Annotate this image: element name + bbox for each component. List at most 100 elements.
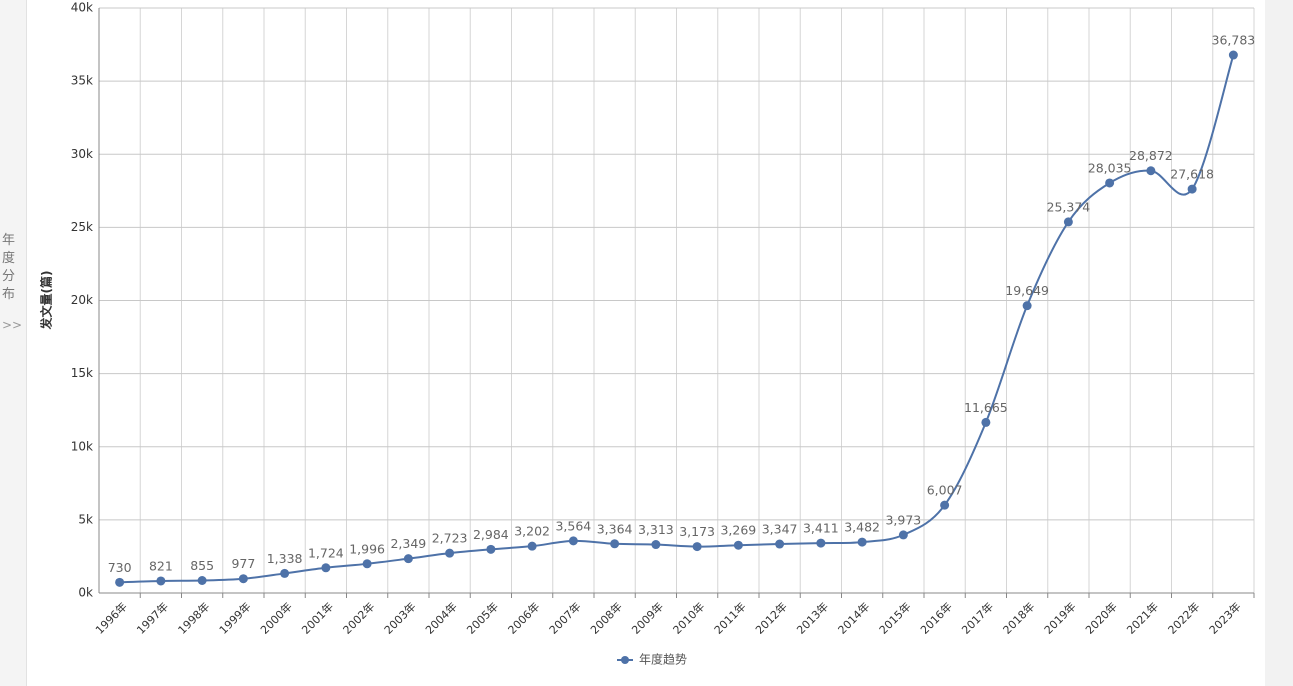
point: [115, 577, 125, 587]
point: [362, 559, 372, 569]
point: [156, 576, 166, 586]
x-tick-label: 2011年: [711, 599, 748, 636]
point: [651, 540, 661, 550]
value-label: 1,338: [267, 551, 303, 566]
x-tick-label: 2022年: [1165, 599, 1202, 636]
x-tick-label: 1996年: [92, 599, 129, 636]
point: [857, 537, 867, 547]
x-tick-label: 2001年: [299, 599, 336, 636]
x-tick-label: 2015年: [876, 599, 913, 636]
x-tick-label: 2016年: [917, 599, 954, 636]
x-tick-label: 2018年: [1000, 599, 1037, 636]
point: [321, 563, 331, 573]
point: [816, 538, 826, 548]
x-tick-label: 1999年: [216, 599, 253, 636]
x-tick-label: 2014年: [835, 599, 872, 636]
x-tick-label: 2020年: [1082, 599, 1119, 636]
x-tick-label: 2007年: [546, 599, 583, 636]
point: [197, 575, 207, 585]
value-label: 2,723: [432, 531, 468, 546]
value-label: 19,649: [1005, 283, 1049, 298]
x-tick-label: 2017年: [959, 599, 996, 636]
point: [733, 540, 743, 550]
point: [280, 568, 290, 578]
y-tick-label: 40k: [71, 1, 93, 15]
value-label: 1,996: [349, 541, 385, 556]
y-tick-label: 25k: [71, 220, 93, 234]
x-tick-label: 2008年: [587, 599, 624, 636]
point: [775, 539, 785, 549]
value-label: 3,313: [638, 522, 674, 537]
x-tick-label: 2009年: [629, 599, 666, 636]
y-tick-label: 15k: [71, 366, 93, 380]
x-tick-label: 1998年: [175, 599, 212, 636]
value-label: 3,564: [555, 518, 591, 533]
point: [527, 541, 537, 551]
value-label: 6,007: [927, 483, 963, 498]
point: [403, 554, 413, 564]
point: [1146, 166, 1156, 176]
value-label: 3,202: [514, 524, 550, 539]
value-label: 3,173: [679, 524, 715, 539]
x-tick-label: 1997年: [134, 599, 171, 636]
point: [981, 417, 991, 427]
y-tick-label: 5k: [78, 512, 93, 526]
sidebar-icon[interactable]: >>: [2, 318, 23, 332]
point: [486, 544, 496, 554]
legend-label: 年度趋势: [639, 652, 687, 667]
point: [1022, 301, 1032, 311]
x-tick-label: 2003年: [381, 599, 418, 636]
point: [692, 542, 702, 552]
x-tick-label: 2000年: [257, 599, 294, 636]
value-label: 36,783: [1212, 33, 1256, 48]
value-label: 28,872: [1129, 148, 1173, 163]
x-tick-label: 2023年: [1206, 599, 1243, 636]
point: [610, 539, 620, 549]
value-label: 2,349: [390, 536, 426, 551]
y-axis-label: 发文量(篇): [39, 271, 54, 331]
x-tick-label: 2010年: [670, 599, 707, 636]
x-tick-label: 2013年: [794, 599, 831, 636]
value-label: 1,724: [308, 545, 344, 560]
point: [1228, 50, 1238, 60]
y-tick-label: 20k: [71, 293, 93, 307]
value-label: 3,973: [885, 512, 921, 527]
value-label: 3,482: [844, 520, 880, 535]
point: [1105, 178, 1115, 188]
value-label: 28,035: [1088, 160, 1132, 175]
x-tick-label: 2005年: [464, 599, 501, 636]
value-label: 821: [149, 558, 173, 573]
x-tick-label: 2021年: [1124, 599, 1161, 636]
x-tick-label: 2004年: [422, 599, 459, 636]
point: [445, 548, 455, 558]
value-label: 730: [108, 560, 132, 575]
value-label: 977: [231, 556, 255, 571]
y-tick-label: 30k: [71, 147, 93, 161]
value-label: 3,347: [762, 522, 798, 537]
value-label: 3,411: [803, 521, 839, 536]
x-tick-label: 2006年: [505, 599, 542, 636]
value-label: 855: [190, 558, 214, 573]
value-label: 25,374: [1047, 199, 1091, 214]
point: [898, 530, 908, 540]
y-tick-label: 0k: [78, 586, 93, 600]
value-label: 27,618: [1170, 167, 1214, 182]
value-label: 11,665: [964, 400, 1008, 415]
value-label: 2,984: [473, 527, 509, 542]
value-label: 3,269: [720, 523, 756, 538]
point: [568, 536, 578, 546]
y-tick-label: 10k: [71, 439, 93, 453]
y-tick-label: 35k: [71, 74, 93, 88]
point: [1063, 217, 1073, 227]
x-tick-label: 2012年: [752, 599, 789, 636]
sidebar: 年度分布 >>: [0, 0, 27, 686]
x-tick-label: 2019年: [1041, 599, 1078, 636]
x-tick-label: 2002年: [340, 599, 377, 636]
value-label: 3,364: [597, 521, 633, 536]
point: [940, 500, 950, 510]
point: [238, 574, 248, 584]
sidebar-label[interactable]: 年度分布: [2, 233, 16, 302]
point: [1187, 184, 1197, 194]
